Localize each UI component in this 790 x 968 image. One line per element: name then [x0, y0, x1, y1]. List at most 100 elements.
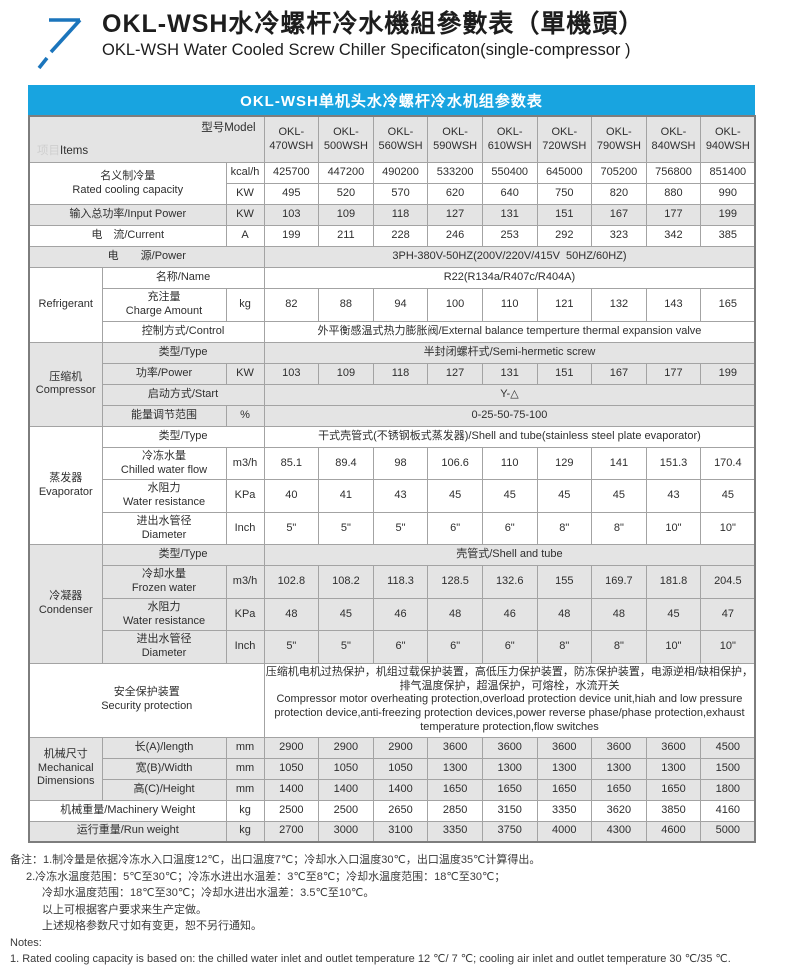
unit-cell: KW [225, 362, 265, 385]
value-cell: 3850 [645, 799, 702, 822]
row-label-cell: 高(C)/Height [101, 778, 227, 801]
value-cell: 292 [536, 225, 593, 248]
row-label-cell: 电 源/Power [28, 246, 265, 269]
value-cell: 6" [372, 630, 429, 664]
value-cell: 1300 [427, 757, 483, 780]
table-row: 冷凝器 Condenser 类型/Type 壳管式/Shell and tube [28, 544, 756, 664]
unit-cell: kg [225, 820, 265, 843]
value-cell: 851400 [700, 162, 756, 185]
value-cell: 1050 [263, 757, 320, 780]
value-cell: 3150 [481, 799, 538, 822]
table-row: 名义制冷量 Rated cooling capacity kcal/h 425700… [28, 162, 756, 206]
row-label-cell: 输入总功率/Input Power [28, 204, 227, 227]
value-cell: 10" [700, 511, 756, 546]
value-cell: 3750 [481, 820, 538, 843]
value-cell: 40 [263, 479, 320, 513]
value-cell: 199 [263, 225, 320, 248]
value-cell: 121 [536, 288, 593, 322]
value-cell: 131 [481, 204, 538, 227]
note-line: 上述规格参数尺寸如有变更，恕不另行通知。 [42, 920, 262, 932]
value-cell: 2500 [318, 799, 374, 822]
value-cell: 2900 [263, 736, 320, 759]
notes: 备注：1.制冷量是依据冷冻水入口温度12℃，出口温度7℃；冷却水入口温度30℃，… [10, 852, 790, 968]
value-cell: 151 [536, 204, 593, 227]
value-cell: 118.3 [372, 565, 429, 599]
table-row: Refrigerant 名称/Name R22(R134a/R407c/R404A) [28, 267, 756, 343]
value-cell: 1050 [318, 757, 374, 780]
unit-cell: KW [225, 183, 265, 206]
value-cell: 109 [318, 204, 374, 227]
value-cell: 1650 [427, 778, 483, 801]
value-cell: 109 [318, 362, 374, 385]
value-cell: 2850 [427, 799, 483, 822]
group-label-cell: 机械尺寸 Mechanical Dimensions [28, 736, 103, 801]
table-row: 冷冻水量 Chilled water flow m3/h 85.1 89.4 98 106… [29, 446, 756, 481]
table-row: 控制方式/Control 外平衡感温式热力膨胀阀/External balance… [29, 320, 756, 343]
value-span-cell: Y-△ [263, 383, 756, 406]
model-header-cell: OKL- 470WSH [263, 115, 320, 164]
value-cell: 151 [536, 362, 593, 385]
value-cell: 43 [645, 479, 702, 513]
value-span-cell: 半封闭螺杆式/Semi-hermetic screw [263, 341, 756, 364]
row-label-cell: 类型/Type [101, 341, 265, 364]
table-header-row: 项目Items 型号Model OKL- 470WSH OKL- 500WSH OK… [28, 115, 756, 164]
value-cell: 102.8 [263, 565, 320, 599]
value-cell: 6" [481, 511, 538, 546]
table-row: 机械重量/Machinery Weight kg 2500 2500 2650 2850 3… [28, 799, 756, 822]
value-cell: 151.3 [645, 446, 702, 481]
row-label-cell: 安全保护装置 Security protection [28, 662, 265, 738]
value-span-cell: 压缩机电机过热保护，机组过载保护装置，高低压力保护装置，防冻保护装置，电源逆相/… [263, 662, 756, 738]
table-row: 能量调节范围% 0-25-50-75-100 [29, 404, 756, 427]
table-row: 进出水管径 Diameter Inch 5" 5" 6" 6" 6" 8" 8" 10" 10" [29, 630, 756, 664]
value-cell: 1650 [481, 778, 538, 801]
row-label-cell: 机械重量/Machinery Weight [28, 799, 227, 822]
value-cell: 167 [591, 362, 647, 385]
value-cell: 45 [427, 479, 483, 513]
value-cell: 1300 [645, 757, 702, 780]
row-label-cell: 类型/Type [101, 544, 265, 567]
value-cell: 10" [645, 511, 702, 546]
value-cell: 167 [591, 204, 647, 227]
row-label-cell: 冷冻水量 Chilled water flow [101, 446, 227, 481]
row-label-cell: 功率/Power [101, 362, 227, 385]
corner-cell: 项目Items 型号Model [28, 115, 265, 164]
value-cell: 1650 [591, 778, 647, 801]
unit-cell: KPa [225, 597, 265, 632]
note-line: 冷却水温度范围：18℃至30℃；冷却水进出水温差：3.5℃至10℃。 [42, 887, 375, 899]
value-cell: 550400 [481, 162, 538, 185]
value-cell: 5" [318, 630, 374, 664]
value-cell: 118 [372, 362, 429, 385]
value-cell: 495 [263, 183, 320, 206]
unit-cell: kg [225, 799, 265, 822]
table-row: 水阻力 Water resistance KPa 48 45 46 48 46 48 48 45 4… [29, 597, 756, 632]
value-span-cell: 0-25-50-75-100 [263, 404, 756, 427]
row-label-cell: 名称/Name [101, 267, 265, 290]
value-cell: 128.5 [427, 565, 483, 599]
value-cell: 490200 [372, 162, 429, 185]
model-label: 型号Model [201, 122, 256, 134]
value-cell: 1050 [372, 757, 429, 780]
value-cell: 533200 [427, 162, 483, 185]
value-cell: 570 [372, 183, 429, 206]
value-cell: 2900 [372, 736, 429, 759]
value-cell: 385 [700, 225, 756, 248]
table-row: 输入总功率/Input Power KW 103 109 118 127 131 151 167… [28, 204, 756, 227]
page-title-zh: OKL-WSH水冷螺杆冷水機組參數表（單機頭） [102, 10, 645, 38]
row-label-cell: 水阻力 Water resistance [101, 597, 227, 632]
unit-cell: mm [225, 778, 265, 801]
document-header: OKL-WSH水冷螺杆冷水機組參數表（單機頭） OKL-WSH Water Co… [0, 0, 790, 72]
value-cell: 2700 [263, 820, 320, 843]
value-cell: 645000 [536, 162, 593, 185]
value-cell: 45 [700, 479, 756, 513]
value-cell: 1400 [318, 778, 374, 801]
value-cell: 4300 [591, 820, 647, 843]
model-header-cell: OKL- 590WSH [427, 115, 483, 164]
table-row: 进出水管径 Diameter Inch 5" 5" 5" 6" 6" 8" 8" 10" 10" [29, 511, 756, 546]
table-row: 充注量 Charge Amount kg 82 88 94 100 110 121 132 143… [29, 288, 756, 322]
value-span-cell: R22(R134a/R407c/R404A) [263, 267, 756, 290]
value-cell: 103 [263, 362, 320, 385]
value-cell: 447200 [318, 162, 374, 185]
unit-cell: mm [225, 736, 265, 759]
table-row: 机械尺寸 Mechanical Dimensions 长(A)/length mm 2… [28, 736, 756, 801]
